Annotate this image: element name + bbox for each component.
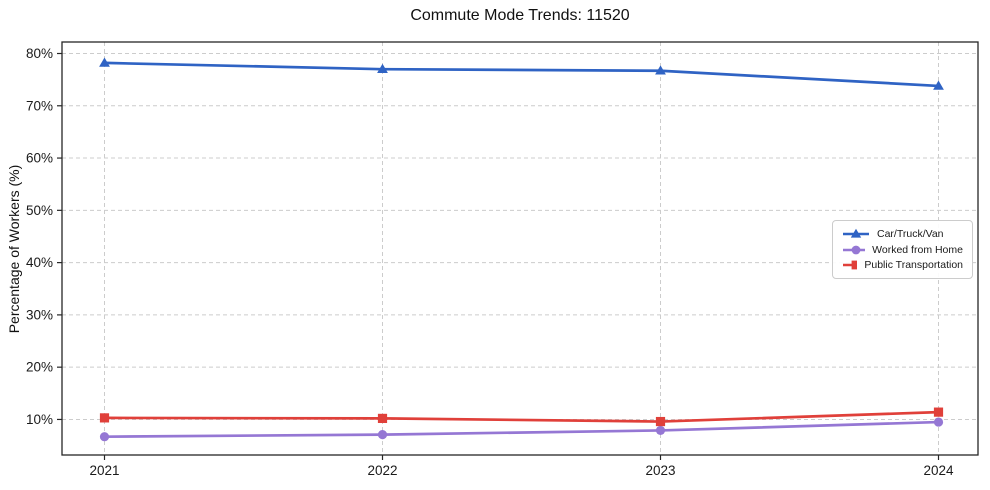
legend-item-worked-from-home: Worked from Home <box>842 244 963 256</box>
circle-legend-icon <box>843 245 866 254</box>
series-markers-car-truck-van <box>99 57 944 90</box>
plot-frame <box>61 41 979 456</box>
y-tick-label: 30% <box>26 307 53 322</box>
triangle-marker <box>655 65 666 75</box>
series-markers-public-transportation <box>99 407 944 427</box>
y-tick-label: 60% <box>26 151 53 166</box>
legend-item-car-truck-van: Car/Truck/Van <box>842 228 963 240</box>
square-marker <box>377 413 388 424</box>
y-tick-label: 40% <box>26 255 53 270</box>
circle-marker <box>933 417 944 427</box>
chart-title: Commute Mode Trends: 11520 <box>410 7 630 24</box>
square-marker <box>655 416 666 427</box>
triangle-marker <box>850 228 862 238</box>
x-tick-label: 2023 <box>645 463 675 478</box>
y-tick-label: 10% <box>26 412 53 427</box>
x-tick-label: 2022 <box>367 463 397 478</box>
circle-marker <box>655 425 666 436</box>
y-tick-label: 50% <box>26 203 53 218</box>
triangle-marker <box>377 63 388 73</box>
square-marker <box>99 413 110 423</box>
y-tick-label: 70% <box>26 98 53 113</box>
legend-label: Worked from Home <box>872 243 963 256</box>
square-marker <box>851 260 858 270</box>
x-tick-label: 2024 <box>923 463 954 478</box>
circle-marker <box>377 430 388 440</box>
circle-marker <box>99 432 110 442</box>
series-line-public-transportation <box>103 410 940 423</box>
legend-label: Public Transportation <box>864 259 963 271</box>
y-tick-label: 20% <box>26 360 53 375</box>
square-legend-icon <box>843 260 858 270</box>
triangle-marker <box>99 57 110 67</box>
circle-marker <box>851 245 861 254</box>
series-line-car-truck-van <box>103 61 940 88</box>
y-tick-label: 80% <box>26 46 53 61</box>
series-line-worked-from-home <box>103 420 940 439</box>
x-tick-label: 2021 <box>89 463 119 478</box>
legend-item-public-transportation: Public Transportation <box>842 259 963 271</box>
square-marker <box>933 407 944 417</box>
triangle-legend-icon <box>843 228 869 238</box>
legend: Car/Truck/Van Worked from Home Public Tran… <box>832 220 973 279</box>
legend-label: Car/Truck/Van <box>877 228 944 240</box>
series-markers-worked-from-home <box>99 417 944 442</box>
triangle-marker <box>933 80 944 90</box>
